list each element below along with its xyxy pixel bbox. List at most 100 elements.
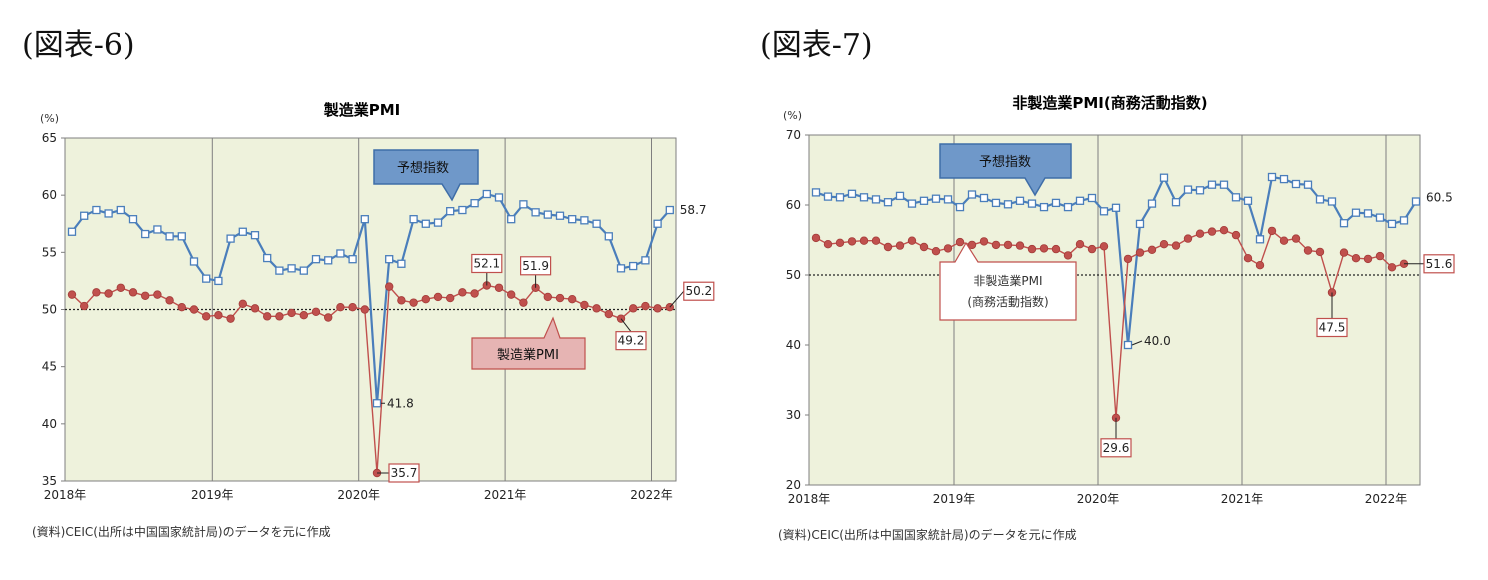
- chart2-pmi-point: [1375, 251, 1385, 261]
- chart1-data-label-leader: [620, 318, 632, 332]
- chart1-forecast-point: [92, 205, 101, 215]
- chart2-data-label-text: 47.5: [1319, 321, 1346, 335]
- chart2-pmi-callout-line1: 非製造業PMI: [973, 274, 1042, 288]
- chart1-data-label-text: 49.2: [618, 334, 645, 348]
- chart1-pmi-point: [397, 296, 406, 305]
- chart1-forecast-point: [629, 261, 638, 271]
- chart1-data-label-box: [471, 253, 503, 274]
- chart2-data-label-box: [1316, 317, 1348, 338]
- chart2-forecast-point: [1183, 185, 1193, 194]
- chart1-forecast-point: [641, 256, 650, 265]
- chart2-forecast-point: [1039, 202, 1049, 212]
- chart2-forecast-point: [1075, 196, 1085, 205]
- chart2-forecast-point: [1015, 196, 1025, 205]
- chart1-pmi-point: [165, 296, 174, 305]
- chart1-data-label-box: [683, 281, 715, 301]
- chart2-pmi-point: [1159, 239, 1169, 249]
- chart2-pmi-point: [991, 240, 1001, 250]
- chart2-forecast-point: [1027, 199, 1037, 208]
- chart2-series-pmi: [811, 225, 1409, 422]
- chart2-pmi-point: [1171, 241, 1181, 250]
- chart1-pmi-point: [568, 295, 577, 304]
- chart2-pmi-point: [931, 246, 941, 256]
- chart2-forecast-point: [1147, 199, 1157, 208]
- chart1-forecast-point: [275, 266, 284, 275]
- chart2-forecast-point: [1255, 235, 1265, 244]
- chart2-forecast-point: [1375, 213, 1385, 222]
- chart2-forecast-point: [1195, 186, 1205, 195]
- chart2-forecast-point: [1267, 172, 1277, 182]
- chart1-forecast-point: [433, 218, 443, 227]
- chart2-y-tick-label: 20: [786, 478, 801, 492]
- non-manufacturing-pmi-chart: 非製造業PMI(商務活動指数) (%) 2018年 2019年 2020年 2021年…: [783, 94, 1455, 506]
- chart2-forecast-point: [895, 191, 905, 201]
- chart2-forecast-point: [1219, 180, 1229, 189]
- chart2-y-tick-label: 50: [786, 268, 801, 282]
- chart2-pmi-point: [871, 236, 881, 245]
- chart1-pmi-point: [238, 299, 247, 308]
- chart1-y-tick-label: 60: [42, 188, 57, 202]
- chart1-forecast-point: [263, 253, 272, 263]
- chart1-pmi-point: [555, 293, 565, 303]
- chart2-x-tick-label: 2018年: [788, 492, 831, 506]
- chart2-pmi-point: [1063, 251, 1073, 260]
- chart2-title: 非製造業PMI(商務活動指数): [1012, 94, 1207, 112]
- chart1-x-tick-label: 2020年: [337, 488, 380, 502]
- chart1-forecast-point: [446, 207, 455, 216]
- figure-6-label: (図表-6): [22, 28, 135, 63]
- chart1-forecast-point: [385, 255, 394, 264]
- chart1-forecast-point: [397, 259, 406, 268]
- chart2-forecast-point: [1135, 219, 1145, 229]
- chart1-pmi-point: [116, 283, 125, 292]
- chart2-pmi-point: [1231, 230, 1241, 240]
- figure-7-label: (図表-7): [760, 28, 873, 63]
- chart2-forecast-point: [1279, 174, 1289, 184]
- chart2-forecast-point: [835, 193, 845, 202]
- chart1-pmi-point: [214, 311, 223, 320]
- chart2-data-label: 40.0: [1131, 334, 1171, 348]
- chart2-forecast-point: [1123, 340, 1133, 350]
- chart1-forecast-point: [458, 205, 467, 215]
- chart1-data-label: 41.8: [381, 396, 414, 410]
- chart2-data-label: 60.5: [1426, 191, 1453, 205]
- chart1-pmi-point: [104, 289, 113, 298]
- chart2-x-tick-label: 2020年: [1077, 492, 1120, 506]
- chart1-x-tick-label: 2018年: [44, 488, 87, 502]
- chart2-pmi-point: [955, 237, 965, 247]
- chart1-forecast-point: [189, 257, 199, 266]
- chart1-pmi-point: [641, 301, 650, 311]
- chart1-pmi-point: [494, 283, 504, 292]
- chart1-data-label: 52.1: [471, 253, 503, 286]
- chart1-forecast-point: [568, 215, 577, 224]
- chart2-forecast-point: [931, 194, 941, 203]
- chart2-pmi-point: [1195, 229, 1205, 238]
- chart2-forecast-point: [1051, 198, 1061, 208]
- chart2-forecast-point: [907, 199, 917, 208]
- chart1-forecast-point: [153, 225, 162, 234]
- chart1-data-label-text: 51.9: [522, 259, 549, 273]
- chart1-x-tick-label: 2019年: [191, 488, 234, 502]
- chart1-forecast-point: [494, 193, 504, 202]
- chart2-pmi-callout-line2: (商務活動指数): [967, 294, 1048, 309]
- chart2-data-label-text: 29.6: [1103, 441, 1130, 455]
- chart2-forecast-point: [1063, 202, 1073, 212]
- chart1-y-tick-label: 50: [42, 303, 57, 317]
- chart1-forecast-point: [348, 255, 357, 264]
- chart1-forecast-point: [580, 216, 589, 225]
- chart2-forecast-point: [967, 190, 977, 199]
- chart2-pmi-point: [859, 236, 869, 245]
- chart1-pmi-point: [226, 314, 235, 323]
- chart1-data-label-box: [388, 463, 420, 483]
- chart1-pmi-point: [189, 305, 199, 314]
- chart1-pmi-point: [421, 295, 430, 304]
- chart2-forecast-point: [1315, 195, 1325, 204]
- chart2-pmi-point: [1051, 244, 1061, 254]
- chart1-data-label: 51.9: [519, 256, 552, 288]
- chart1-pmi-point: [140, 291, 150, 300]
- chart1-forecast-point: [214, 276, 223, 286]
- chart1-pmi-point: [348, 303, 357, 312]
- chart1-data-label-box: [519, 256, 552, 276]
- chart1-forecast-point: [141, 229, 150, 239]
- chart2-data-label: 47.5: [1316, 292, 1348, 338]
- chart1-forecast-point: [421, 219, 430, 228]
